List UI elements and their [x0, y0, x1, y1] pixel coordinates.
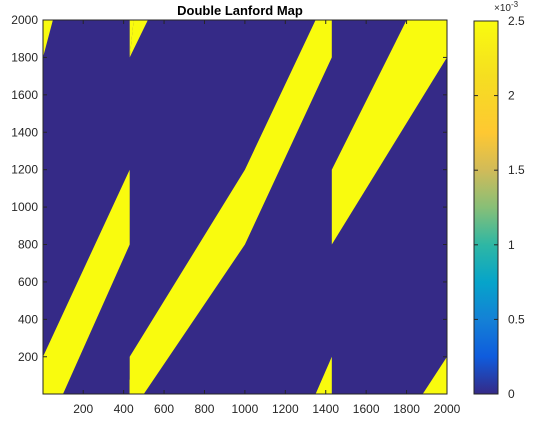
- y-tick-label: 400: [18, 312, 38, 326]
- heatmap-region-1: [43, 20, 53, 58]
- heatmap-region-8: [315, 356, 332, 394]
- heatmap-region-9: [331, 20, 447, 245]
- colorbar: [473, 20, 499, 395]
- x-tick-label: 1000: [232, 402, 259, 416]
- colorbar-tick-label: 2.5: [508, 14, 525, 28]
- heatmap-region-10: [422, 356, 447, 394]
- y-tick-label: 200: [18, 350, 38, 364]
- colorbar-tick-label: 2: [508, 89, 515, 103]
- y-axis: 200 400 600 800 1000 1200 1400 1600 1800 2000: [11, 13, 447, 364]
- x-tick-label: 400: [114, 402, 134, 416]
- colorbar-axis: 0 0.5 1 1.5 2 2.5: [474, 14, 525, 401]
- y-tick-label: 1800: [11, 50, 38, 64]
- x-tick-label: 800: [194, 402, 214, 416]
- y-tick-label: 800: [18, 238, 38, 252]
- heatmap-region-7: [129, 20, 332, 394]
- x-tick-label: 2000: [434, 402, 461, 416]
- colorbar-exponent: ×10-3: [494, 0, 519, 14]
- y-tick-label: 600: [18, 275, 38, 289]
- y-tick-label: 1000: [11, 200, 38, 214]
- colorbar-tick-label: 0: [508, 387, 515, 401]
- colorbar-tick-label: 0.5: [508, 312, 525, 326]
- heatmap-region-2: [43, 169, 130, 394]
- x-tick-label: 1800: [393, 402, 420, 416]
- y-tick-label: 1200: [11, 163, 38, 177]
- y-tick-label: 1400: [11, 125, 38, 139]
- x-axis: 200 400 600 800 1000 1200 1400 1600 1800 2000: [73, 20, 461, 416]
- x-tick-label: 200: [73, 402, 93, 416]
- colorbar-tick-label: 1: [508, 238, 515, 252]
- y-tick-label: 2000: [11, 13, 38, 27]
- colorbar-tick-label: 1.5: [508, 163, 525, 177]
- y-tick-label: 1600: [11, 88, 38, 102]
- x-tick-label: 1200: [272, 402, 299, 416]
- plot-area: [43, 20, 447, 394]
- x-tick-label: 600: [154, 402, 174, 416]
- heatmap-region-5: [129, 20, 148, 58]
- x-tick-label: 1400: [312, 402, 339, 416]
- chart-title: Double Lanford Map: [177, 3, 303, 18]
- x-tick-label: 1600: [353, 402, 380, 416]
